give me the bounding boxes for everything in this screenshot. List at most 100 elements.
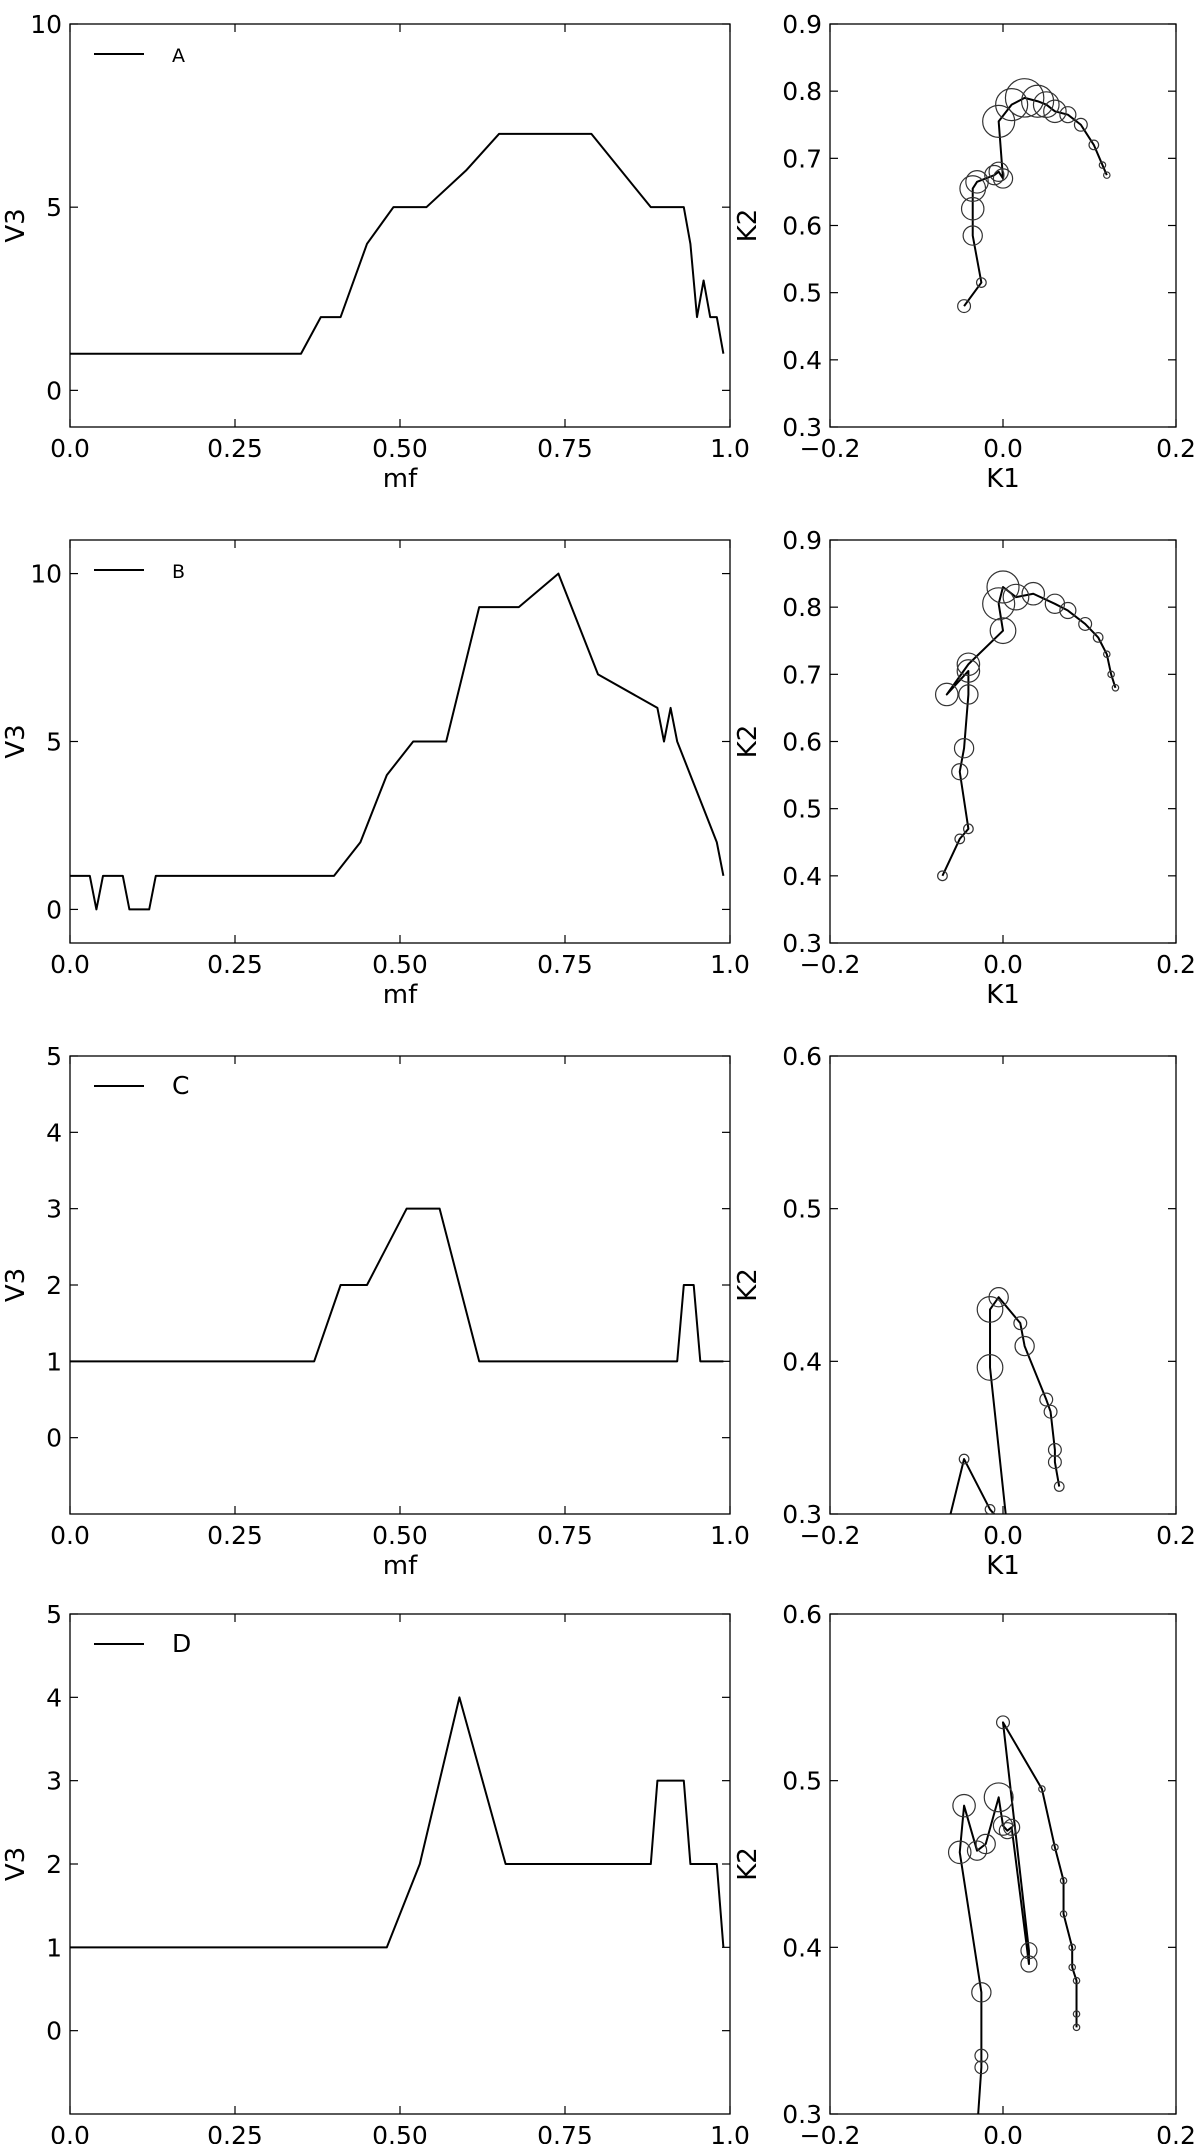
plot-area: [957, 78, 1111, 314]
scatter-point: [934, 682, 959, 707]
x-axis-label: K1: [986, 1551, 1020, 1581]
scatter-point: [963, 823, 974, 835]
x-axis-label: K1: [986, 980, 1020, 1010]
scatter-point: [1103, 171, 1111, 179]
scatter-point: [1014, 1335, 1035, 1357]
x-tick-label: 0.50: [372, 2121, 428, 2144]
scatter-point: [995, 1715, 1010, 1730]
scatter-point: [1072, 1976, 1081, 1985]
scatter-point: [982, 104, 1016, 138]
scatter-point: [992, 168, 1014, 189]
plot-area: [70, 1696, 725, 1949]
y-axis-label: K2: [733, 209, 763, 243]
scatter-point: [984, 1504, 996, 1514]
plot-frame: [829, 1613, 1177, 2115]
panel-b-right: −0.2 0.0 0.2 0.3 0.4 0.5 0.6 0.7 0.8 0.9 K1 K2: [733, 526, 1196, 1010]
y-axis-label: V3: [1, 208, 31, 242]
y-axis-label: V3: [1, 1847, 31, 1881]
x-tick-label: −0.2: [800, 1521, 861, 1550]
x-tick-label: 0.2: [1156, 1521, 1196, 1550]
y-axis-label: K2: [733, 725, 763, 759]
x-tick-label: 0.50: [372, 434, 428, 463]
y-tick-label: 4: [46, 1118, 62, 1147]
scatter-point: [1073, 117, 1088, 132]
x-tick-label: 0.0: [983, 950, 1023, 979]
scatter-point: [954, 833, 966, 845]
scatter-point: [1002, 583, 1030, 611]
y-tick-label: 5: [46, 1042, 62, 1071]
y-tick-label: 0.4: [782, 1933, 822, 1962]
panel-c-right: −0.2 0.0 0.2 0.3 0.4 0.5 0.6 K1 K2: [733, 1042, 1196, 1581]
scatter-point: [982, 587, 1016, 621]
x-tick-label: 0.50: [372, 1521, 428, 1550]
y-tick-label: 0.7: [782, 660, 822, 689]
scatter-point: [1013, 1316, 1028, 1331]
y-tick-label: 0.3: [782, 1500, 822, 1529]
y-axis-label: K2: [733, 1268, 763, 1302]
scatter-point: [1053, 1481, 1065, 1492]
scatter-point: [957, 299, 972, 314]
scatter-point: [988, 161, 1009, 182]
scatter-point: [1038, 1785, 1046, 1793]
scatter-point: [1051, 1843, 1059, 1852]
plot-frame: [69, 539, 731, 944]
series-line-d: [70, 1696, 725, 1949]
scatter-point: [974, 2060, 989, 2075]
y-tick-label: 0.6: [782, 1042, 822, 1071]
scatter-point: [1068, 1943, 1077, 1952]
y-tick-label: 3: [46, 1195, 62, 1224]
scatter-point: [1043, 99, 1067, 124]
y-tick-label: 4: [46, 1683, 62, 1712]
scatter-point: [952, 1793, 976, 1818]
scatter-point: [975, 1833, 996, 1855]
scatter-point: [983, 1782, 1014, 1813]
y-tick-label: 0.8: [782, 77, 822, 106]
scatter-point: [1103, 650, 1111, 658]
x-tick-label: 0.0: [983, 1521, 1023, 1550]
scatter-point: [1043, 1404, 1058, 1419]
y-tick-label: 0.5: [782, 279, 822, 308]
scatter-point: [995, 87, 1029, 122]
plot-area: [70, 1207, 724, 1363]
scatter-point: [1078, 616, 1093, 631]
scatter-point: [1032, 91, 1060, 118]
y-tick-label: 0.5: [782, 1195, 822, 1224]
scatter-point: [1047, 1455, 1062, 1470]
scatter-point: [960, 196, 985, 221]
x-tick-label: 1.0: [710, 434, 750, 463]
y-tick-label: 0.7: [782, 144, 822, 173]
y-tick-label: 0.9: [782, 526, 822, 555]
x-tick-label: −0.2: [800, 434, 861, 463]
x-axis-label: mf: [383, 1551, 418, 1581]
scatter-point: [992, 1815, 1014, 1836]
scatter-point: [988, 1287, 1009, 1308]
plot-frame: [829, 23, 1177, 428]
scatter-point: [1059, 106, 1077, 124]
scatter-point: [1068, 1963, 1077, 1972]
trajectory-line: [941, 586, 1117, 877]
x-axis-label: mf: [383, 464, 418, 494]
x-tick-label: 0.75: [537, 1521, 593, 1550]
legend-label: B: [172, 561, 185, 583]
scatter-point: [1072, 2010, 1081, 2018]
y-tick-label: 0.9: [782, 10, 822, 39]
plot-area: [70, 132, 725, 355]
y-tick-label: 5: [46, 728, 62, 757]
scatter-point: [1020, 84, 1055, 118]
scatter-point: [1059, 601, 1077, 620]
x-tick-label: 1.0: [710, 950, 750, 979]
x-tick-label: 0.25: [207, 950, 263, 979]
series-line-b: [70, 572, 725, 911]
plot-frame: [829, 539, 1177, 944]
scatter-point: [953, 738, 975, 759]
x-tick-label: 0.75: [537, 2121, 593, 2144]
y-tick-label: 0: [46, 376, 62, 405]
scatter-point: [975, 277, 987, 288]
panel-a-left: 0.0 0.25 0.50 0.75 1.0 0 5 10 mf V3 A: [1, 10, 750, 494]
scatter-point: [956, 659, 981, 683]
legend-label: A: [172, 45, 185, 67]
series-line-c: [70, 1207, 724, 1363]
scatter-point: [1059, 1876, 1068, 1885]
y-tick-label: 10: [30, 560, 62, 589]
